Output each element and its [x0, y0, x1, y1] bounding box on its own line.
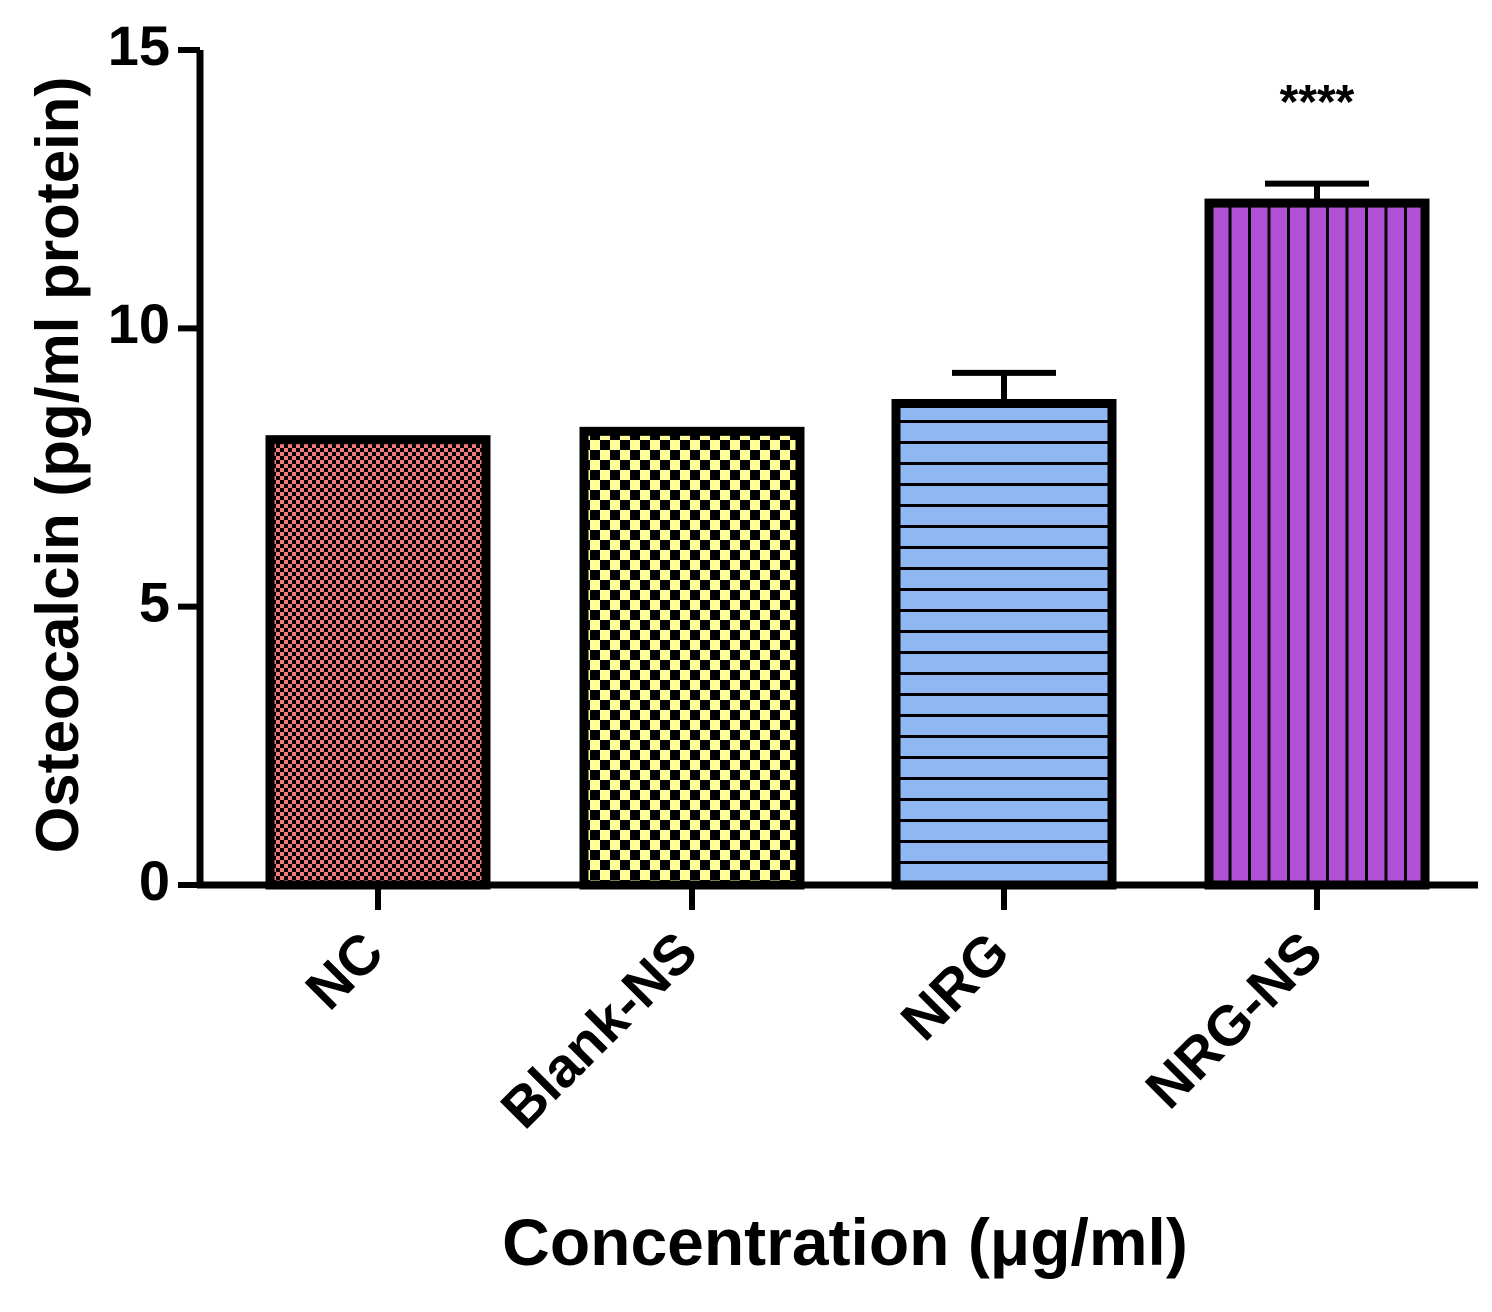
x-tick-label-nc: NC	[293, 919, 395, 1021]
x-tick-label-blank-ns: Blank-NS	[488, 919, 709, 1140]
error-bars	[952, 180, 1369, 404]
x-tick-label-nrg-ns: NRG-NS	[1133, 919, 1334, 1120]
y-tick-label-0: 0	[139, 849, 170, 912]
y-axis-title: Osteocalcin (pg/ml protein)	[24, 77, 91, 854]
x-tick-label-nrg: NRG	[888, 919, 1021, 1052]
bar-nrg	[891, 398, 1117, 890]
y-tick-label-10: 10	[108, 292, 170, 355]
x-axis-title: Concentration (μg/ml)	[502, 1205, 1188, 1279]
significance-label-nrg-ns: ****	[1280, 76, 1355, 129]
axes	[178, 47, 1478, 910]
y-tick-label-5: 5	[139, 570, 170, 633]
bar-nc	[265, 435, 491, 890]
y-tick-label-15: 15	[108, 14, 170, 77]
bar-blank-ns	[579, 426, 805, 890]
bar-nrg-ns	[1204, 198, 1430, 890]
bars	[265, 198, 1430, 890]
